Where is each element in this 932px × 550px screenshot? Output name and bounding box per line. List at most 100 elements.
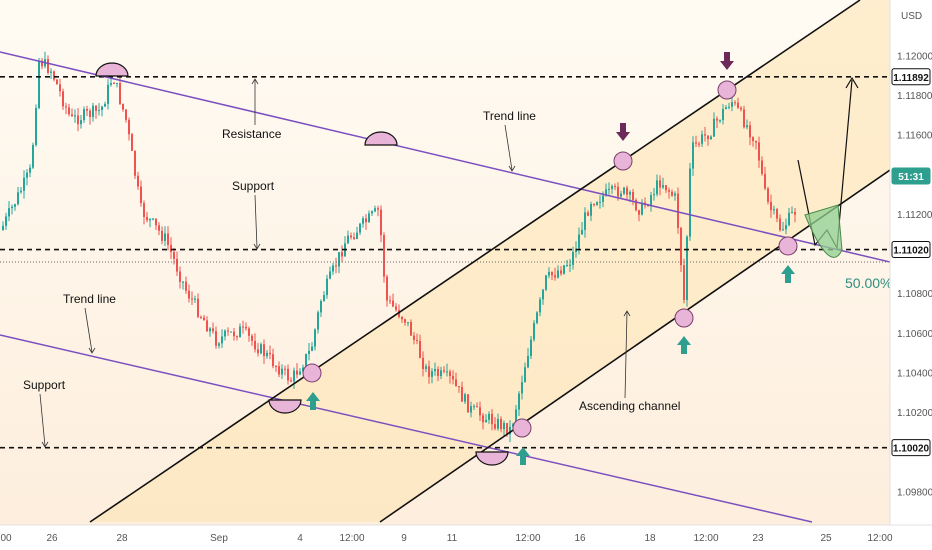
candle-body-253: [761, 160, 763, 174]
candle-body-242: [728, 106, 730, 108]
candle-body-9: [29, 167, 31, 173]
candle-body-78: [236, 336, 238, 338]
candle-body-24: [74, 115, 76, 117]
candle-body-33: [101, 106, 103, 111]
candle-body-188: [566, 265, 568, 267]
candle-body-15: [47, 59, 49, 73]
candle-body-262: [788, 212, 790, 226]
candle-body-36: [110, 83, 112, 85]
label-ascending-channel: Ascending channel: [579, 399, 680, 413]
candle-body-69: [209, 328, 211, 332]
candle-body-205: [617, 186, 619, 197]
candle-body-28: [86, 109, 88, 111]
price-axis-panel: [890, 0, 932, 525]
candle-body-146: [440, 370, 442, 377]
candle-body-98: [296, 370, 298, 375]
candle-body-71: [215, 331, 217, 346]
candle-body-258: [776, 209, 778, 219]
candle-body-122: [368, 213, 370, 223]
price-badge-1: [891, 167, 931, 185]
candle-body-178: [536, 312, 538, 324]
candle-body-244: [734, 102, 736, 104]
candle-body-104: [314, 329, 316, 347]
up-arrow-1: [516, 447, 530, 465]
candle-body-57: [173, 251, 175, 259]
candle-body-216: [650, 195, 652, 206]
x-tick-1: 26: [46, 533, 58, 544]
candle-body-182: [548, 271, 550, 276]
candle-body-247: [743, 109, 745, 128]
candle-body-21: [65, 106, 67, 108]
candle-body-4: [14, 204, 16, 207]
candle-body-131: [395, 306, 397, 310]
candle-body-2: [8, 208, 10, 217]
candle-body-163: [491, 413, 493, 425]
candle-body-151: [455, 379, 457, 387]
x-tick-11: 12:00: [693, 533, 718, 544]
candle-body-234: [704, 134, 706, 136]
candle-body-176: [530, 339, 532, 357]
candle-body-25: [77, 115, 79, 125]
candle-body-54: [164, 233, 166, 241]
candle-body-52: [158, 225, 160, 231]
candle-body-197: [593, 204, 595, 206]
candle-body-202: [608, 188, 610, 190]
candle-body-97: [293, 370, 295, 382]
y-tick-8: 1.09800: [897, 487, 932, 498]
up-arrow-0: [306, 392, 320, 410]
candle-body-77: [233, 331, 235, 337]
candle-body-259: [779, 218, 781, 231]
target-zone: [804, 204, 843, 258]
candle-body-39: [119, 82, 121, 104]
candle-body-17: [53, 71, 55, 80]
candle-body-56: [170, 244, 172, 252]
candle-body-83: [251, 335, 253, 341]
touch-circle-0: [302, 363, 322, 383]
price-badges: 1.11892 51:31 1.11020 1.10020: [891, 68, 931, 457]
candle-body-211: [635, 199, 637, 211]
candle-body-23: [71, 114, 73, 116]
candle-body-226: [680, 227, 682, 266]
candle-body-86: [260, 344, 262, 354]
touch-circle-1: [512, 418, 532, 438]
candle-body-142: [428, 366, 430, 377]
candle-body-90: [272, 354, 274, 367]
candle-body-6: [20, 190, 22, 193]
candle-body-174: [524, 367, 526, 383]
candle-body-209: [629, 192, 631, 195]
candle-body-63: [191, 298, 193, 300]
candle-body-240: [722, 109, 724, 121]
candle-body-88: [266, 352, 268, 357]
time-axis-panel: [0, 525, 932, 550]
candle-body-123: [371, 211, 373, 214]
touch-circle-5: [778, 236, 798, 256]
candle-body-168: [506, 422, 508, 435]
candle-body-200: [602, 195, 604, 202]
candle-body-126: [380, 209, 382, 236]
candle-body-186: [560, 270, 562, 274]
label-support-upper: Support: [232, 179, 275, 193]
candle-body-121: [365, 218, 367, 223]
x-tick-0: 00: [0, 533, 12, 544]
y-tick-0: 1.12000: [897, 51, 932, 62]
candle-body-224: [674, 193, 676, 196]
candle-body-101: [305, 353, 307, 368]
candle-body-208: [626, 187, 628, 195]
candle-body-210: [632, 192, 634, 200]
candle-body-16: [50, 71, 52, 73]
candle-body-51: [155, 218, 157, 226]
candle-body-218: [656, 180, 658, 195]
candle-body-73: [221, 336, 223, 344]
candle-body-12: [38, 60, 40, 109]
x-tick-3: Sep: [210, 533, 228, 544]
candle-body-221: [665, 185, 667, 191]
touch-markers: [95, 62, 798, 466]
candle-body-34: [104, 103, 106, 107]
candle-body-50: [152, 218, 154, 220]
price-badge-text-3: 1.10020: [893, 444, 930, 455]
candle-body-246: [740, 107, 742, 110]
x-tick-5: 12:00: [339, 533, 364, 544]
candle-body-136: [410, 321, 412, 336]
candle-body-32: [98, 110, 100, 112]
